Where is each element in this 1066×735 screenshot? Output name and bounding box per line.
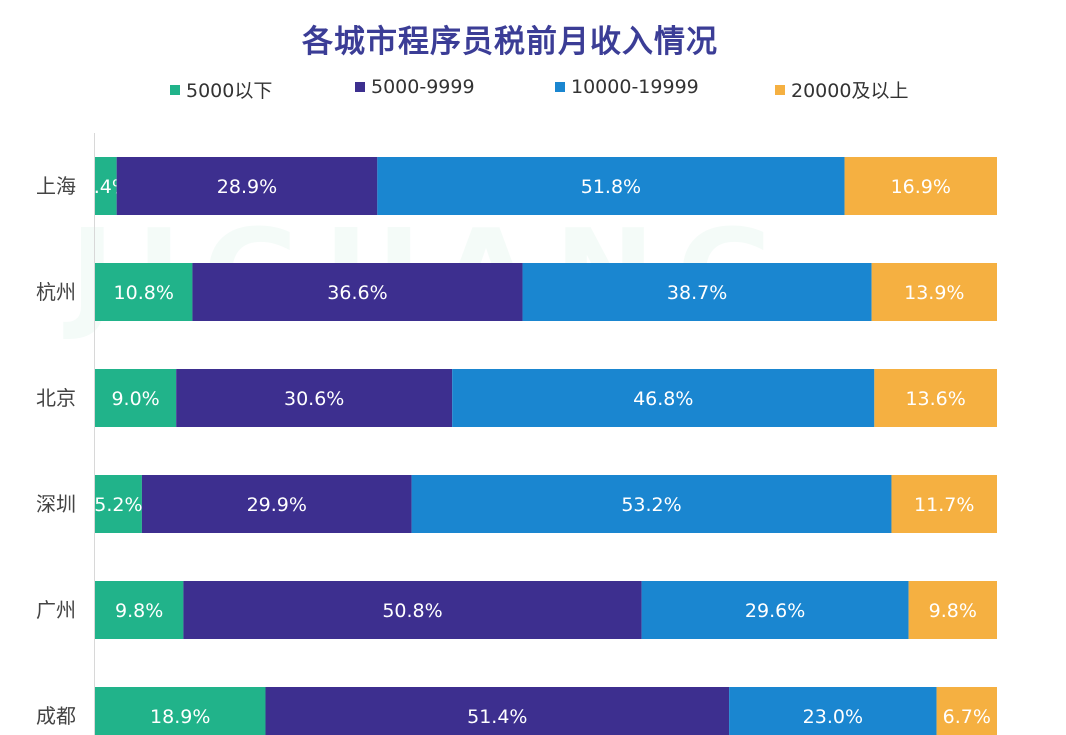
legend-item-20000-plus: 20000及以上 — [775, 76, 908, 103]
category-label: 成都 — [36, 704, 76, 728]
data-label: 11.7% — [914, 494, 974, 516]
legend-label: 10000-19999 — [571, 76, 699, 98]
data-label: 18.9% — [150, 706, 210, 728]
data-label: 28.9% — [217, 176, 277, 198]
bar-segment — [95, 369, 177, 427]
bar-segment — [95, 581, 184, 639]
y-axis-line — [94, 133, 95, 735]
category-label: 上海 — [36, 174, 76, 198]
bar-segment — [95, 263, 193, 321]
legend-label: 5000以下 — [186, 80, 273, 102]
bar-segment — [176, 369, 453, 427]
legend-item-10000-19999: 10000-19999 — [555, 76, 699, 98]
bar-segment — [936, 687, 997, 735]
data-label: 9.8% — [115, 600, 163, 622]
bar-segment — [377, 157, 845, 215]
data-label: 38.7% — [667, 282, 727, 304]
data-label: 13.6% — [905, 388, 965, 410]
legend-label: 5000-9999 — [371, 76, 475, 98]
data-label: 51.4% — [467, 706, 527, 728]
bar-segment — [95, 157, 117, 215]
bar-segment — [891, 475, 997, 533]
data-label: 30.6% — [284, 388, 344, 410]
data-label: 5.2% — [94, 494, 142, 516]
data-label: 23.0% — [803, 706, 863, 728]
bar-segment — [95, 687, 266, 735]
category-label: 广州 — [36, 598, 76, 622]
legend-swatch — [555, 82, 565, 92]
legend-item-5000-9999: 5000-9999 — [355, 76, 475, 98]
bar-segment — [729, 687, 937, 735]
bar-segment — [871, 263, 997, 321]
data-label: 16.9% — [891, 176, 951, 198]
legend-swatch — [170, 84, 180, 95]
legend-swatch — [355, 82, 365, 92]
bar-segment — [452, 369, 875, 427]
data-label: 50.8% — [382, 600, 442, 622]
data-label: 29.9% — [247, 494, 307, 516]
data-label: 46.8% — [633, 388, 693, 410]
bar-segment — [641, 581, 909, 639]
data-label: 53.2% — [621, 494, 681, 516]
bar-segment — [874, 369, 997, 427]
bar-segment — [141, 475, 412, 533]
data-label: 10.8% — [114, 282, 174, 304]
category-label: 深圳 — [36, 492, 76, 516]
chart-title: 各城市程序员税前月收入情况 — [302, 24, 718, 60]
bar-segment — [522, 263, 872, 321]
data-label: 9.8% — [929, 600, 977, 622]
data-label: 6.7% — [943, 706, 991, 728]
legend-label: 20000及以上 — [791, 80, 909, 102]
data-label: 9.0% — [111, 388, 159, 410]
bar-segment — [183, 581, 642, 639]
data-label: 29.6% — [745, 600, 805, 622]
legend-swatch — [775, 84, 785, 95]
bar-segment — [844, 157, 997, 215]
bar-segment — [116, 157, 378, 215]
data-label: 51.8% — [581, 176, 641, 198]
bar-segment — [95, 475, 142, 533]
bar-segment — [908, 581, 997, 639]
data-label: 36.6% — [327, 282, 387, 304]
legend: 5000以下 5000-9999 10000-19999 20000及以上 — [0, 76, 1066, 104]
bar-segment — [192, 263, 523, 321]
data-label: 13.9% — [904, 282, 964, 304]
legend-item-under-5000: 5000以下 — [170, 76, 272, 103]
category-label: 杭州 — [36, 280, 76, 304]
bar-segment — [411, 475, 892, 533]
bar-segment — [265, 687, 730, 735]
category-label: 北京 — [36, 386, 76, 410]
